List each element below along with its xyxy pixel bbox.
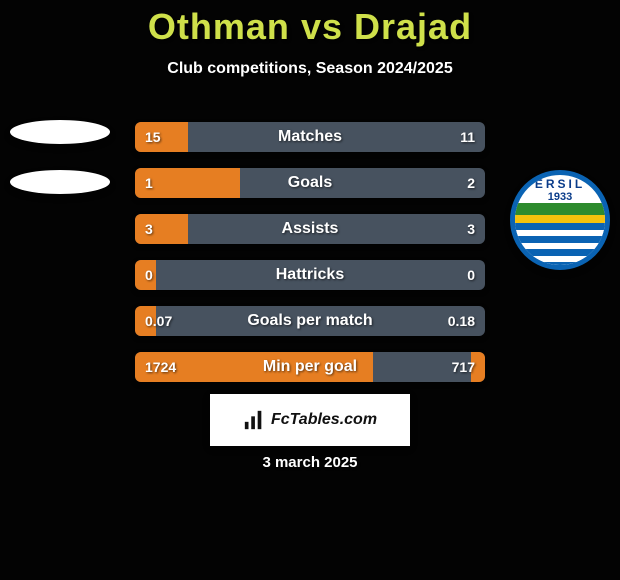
date-text: 3 march 2025 [0, 454, 620, 471]
bar-label: Matches [135, 122, 485, 152]
crest-band [515, 203, 605, 215]
ellipse-icon [10, 120, 110, 144]
stats-bars: 1511Matches 12Goals 33Assists 00Hattricks 0.… [135, 122, 485, 398]
bar-label: Min per goal [135, 352, 485, 382]
stat-bar: 1724717Min per goal [135, 352, 485, 382]
bar-label: Assists [135, 214, 485, 244]
crest-year: 1933 [548, 191, 572, 203]
ellipse-icon [10, 170, 110, 194]
bar-label: Goals [135, 168, 485, 198]
title-vs: vs [301, 6, 343, 47]
stat-bar: 33Assists [135, 214, 485, 244]
logo-right-crest: ERSIL 1933 [500, 170, 620, 270]
source-badge: FcTables.com [210, 394, 410, 446]
title-player1: Othman [148, 6, 290, 47]
stat-bar: 12Goals [135, 168, 485, 198]
bar-label: Goals per match [135, 306, 485, 336]
stat-bar: 1511Matches [135, 122, 485, 152]
title-player2: Drajad [354, 6, 472, 47]
subtitle: Club competitions, Season 2024/2025 [0, 60, 620, 78]
stat-bar: 0.070.18Goals per match [135, 306, 485, 336]
crest-text: ERSIL [535, 177, 585, 191]
crest-waves [515, 223, 605, 265]
crest-band [515, 215, 605, 223]
badge-text: FcTables.com [271, 411, 377, 429]
stat-bar: 00Hattricks [135, 260, 485, 290]
logo-left-placeholder [0, 120, 120, 194]
bar-label: Hattricks [135, 260, 485, 290]
club-crest-icon: ERSIL 1933 [510, 170, 610, 270]
page-title: Othman vs Drajad [0, 0, 620, 48]
chart-icon [243, 409, 265, 431]
comparison-infographic: Othman vs Drajad Club competitions, Seas… [0, 0, 620, 580]
